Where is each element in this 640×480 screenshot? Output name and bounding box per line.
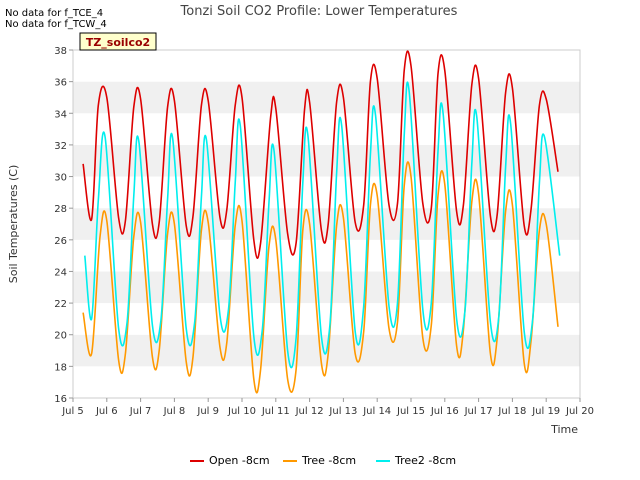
no-data-note-tcw: No data for f_TCW_4 [5, 19, 107, 30]
y-axis-label: Soil Temperatures (C) [7, 165, 20, 284]
y-tick-label: 20 [54, 331, 67, 342]
grid-band [73, 113, 580, 145]
x-tick-label: Jul 7 [129, 406, 152, 417]
y-tick-label: 18 [54, 362, 67, 373]
grid-band [73, 239, 580, 272]
legend-swatch [283, 459, 297, 462]
grid-band [73, 271, 580, 304]
y-tick-label: 30 [54, 173, 67, 184]
x-axis: Jul 5 Jul 6 Jul 7 Jul 8 Jul 9 Jul 10 Jul 11 Jul… [61, 398, 594, 417]
legend-swatch [376, 459, 390, 462]
grid-band [73, 144, 580, 177]
legend-label: Tree -8cm [302, 454, 357, 467]
series-line-open-8cm [82, 50, 559, 260]
grid-band [73, 50, 580, 82]
legend-item: Open -8cm [190, 454, 270, 467]
y-tick-label: 34 [54, 109, 67, 120]
x-tick-label: Jul 19 [531, 406, 560, 417]
legend-item: Tree2 -8cm [376, 454, 456, 467]
y-tick-label: 26 [54, 236, 67, 247]
y-tick-label: 38 [54, 46, 67, 57]
legend-item: Tree -8cm [283, 454, 356, 467]
series-line-tree2-8cm [84, 81, 561, 369]
legend-swatch [190, 459, 204, 462]
legend-label: Open -8cm [209, 454, 270, 467]
x-tick-label: Jul 14 [362, 406, 391, 417]
x-tick-label: Jul 8 [163, 406, 186, 417]
no-data-note-tce: No data for f_TCE_4 [5, 8, 104, 19]
x-tick-label: Jul 18 [497, 406, 526, 417]
grid-band [73, 303, 580, 335]
x-tick-label: Jul 6 [95, 406, 118, 417]
x-tick-label: Jul 17 [464, 406, 493, 417]
legend-label: Tree2 -8cm [395, 454, 457, 467]
y-tick-label: 22 [54, 299, 67, 310]
x-tick-label: Jul 12 [295, 406, 324, 417]
y-tick-label: 36 [54, 78, 67, 89]
plot-frame [72, 49, 581, 399]
chart-title: Tonzi Soil CO2 Profile: Lower Temperatur… [180, 4, 458, 19]
grid-band [73, 81, 580, 114]
y-tick-label: 32 [54, 141, 67, 152]
x-tick-label: Jul 20 [565, 406, 594, 417]
y-axis: 16 18 20 22 24 26 28 30 32 34 36 38 [54, 46, 73, 405]
x-tick-label: Jul 13 [328, 406, 357, 417]
site-label-box: TZ_soilco2 [79, 32, 157, 51]
legend: Open -8cm Tree -8cm Tree2 -8cm [0, 454, 640, 470]
y-tick-label: 28 [54, 204, 67, 215]
site-label: TZ_soilco2 [86, 36, 150, 49]
x-tick-label: Jul 16 [430, 406, 459, 417]
x-tick-label: Jul 11 [261, 406, 290, 417]
y-tick-label: 16 [54, 394, 67, 405]
x-tick-label: Jul 10 [227, 406, 256, 417]
x-tick-label: Jul 5 [61, 406, 84, 417]
series-lines [82, 50, 561, 394]
x-tick-label: Jul 9 [196, 406, 219, 417]
y-tick-label: 24 [54, 267, 67, 278]
x-axis-label: Time [550, 423, 578, 436]
grid-band [73, 176, 580, 209]
x-tick-label: Jul 15 [396, 406, 425, 417]
